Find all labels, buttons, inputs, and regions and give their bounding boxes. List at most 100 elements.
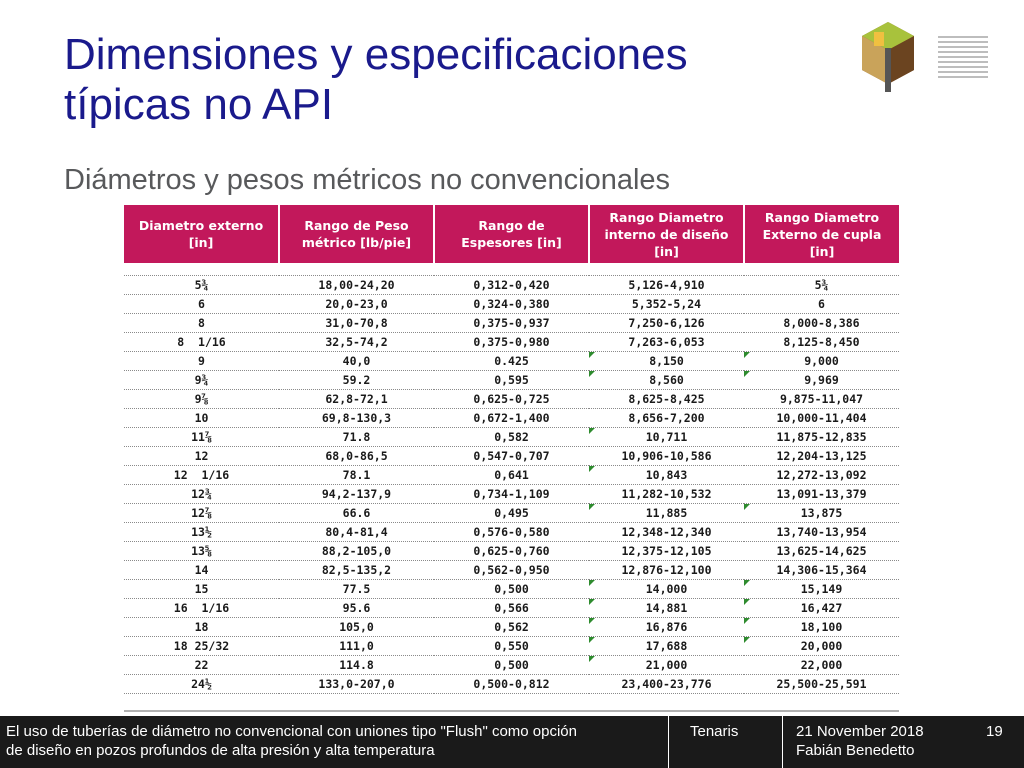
table-row: 8 31,0-70,8 0,375-0,937 7,250-6,126 8,000-8,… [124,313,899,333]
table-row: 18 25/32 111,0 0,550 17,688 20,000 [124,636,899,656]
coupling-diameter-cell: 8,125-8,450 [744,332,899,352]
coupling-diameter-cell: 8,000-8,386 [744,313,899,333]
inner-diameter-cell: 8,656-7,200 [589,408,744,428]
inner-diameter-cell: 8,560 [589,370,744,390]
inner-diameter-cell: 12,876-12,100 [589,560,744,580]
thickness-range-cell: 0,734-1,109 [434,484,589,504]
coupling-diameter-cell: 10,000-11,404 [744,408,899,428]
weight-range-cell: 114.8 [279,655,434,675]
table-row: 9⅞ 62,8-72,1 0,625-0,725 8,625-8,425 9,875-1… [124,389,899,409]
outer-diameter-cell: 13½ [124,522,279,542]
weight-range-cell: 69,8-130,3 [279,408,434,428]
weight-range-cell: 31,0-70,8 [279,313,434,333]
thickness-range-cell: 0,625-0,725 [434,389,589,409]
company-logo-icon [862,22,914,92]
table-row: 10 69,8-130,3 0,672-1,400 8,656-7,200 10,000… [124,408,899,428]
coupling-diameter-cell: 13,875 [744,503,899,523]
header-thickness-range: Rango de Espesores [in] [434,205,590,263]
table-row: 12⅞ 66.6 0,495 11,885 13,875 [124,503,899,523]
thickness-range-cell: 0,375-0,980 [434,332,589,352]
inner-diameter-cell: 7,263-6,053 [589,332,744,352]
specs-table: Diametro externo [in] Rango de Peso métric… [124,205,899,712]
thickness-range-cell: 0,562 [434,617,589,637]
outer-diameter-cell: 18 25/32 [124,636,279,656]
weight-range-cell: 68,0-86,5 [279,446,434,466]
table-row: 5¾ 18,00-24,20 0,312-0,420 5,126-4,910 5¾ [124,275,899,295]
inner-diameter-cell: 23,400-23,776 [589,674,744,694]
inner-diameter-cell: 21,000 [589,655,744,675]
table-row: 12 1/16 78.1 0,641 10,843 12,272-13,092 [124,465,899,485]
table-row: 16 1/16 95.6 0,566 14,881 16,427 [124,598,899,618]
table-row: 18 105,0 0,562 16,876 18,100 [124,617,899,637]
thickness-range-cell: 0,672-1,400 [434,408,589,428]
outer-diameter-cell: 24½ [124,674,279,694]
inner-diameter-cell: 14,000 [589,579,744,599]
slide-title-line-2: típicas no API [64,80,334,129]
outer-diameter-cell: 16 1/16 [124,598,279,618]
coupling-diameter-cell: 11,875-12,835 [744,427,899,447]
table-row: 22 114.8 0,500 21,000 22,000 [124,655,899,675]
outer-diameter-cell: 9⅞ [124,389,279,409]
inner-diameter-cell: 8,150 [589,351,744,371]
weight-range-cell: 77.5 [279,579,434,599]
inner-diameter-cell: 10,711 [589,427,744,447]
thickness-range-cell: 0,641 [434,465,589,485]
outer-diameter-cell: 8 [124,313,279,333]
outer-diameter-cell: 6 [124,294,279,314]
coupling-diameter-cell: 9,969 [744,370,899,390]
thickness-range-cell: 0,562-0,950 [434,560,589,580]
weight-range-cell: 94,2-137,9 [279,484,434,504]
thickness-range-cell: 0,312-0,420 [434,275,589,295]
table-spacer-row [124,263,899,276]
coupling-diameter-cell: 9,875-11,047 [744,389,899,409]
coupling-diameter-cell: 25,500-25,591 [744,674,899,694]
coupling-diameter-cell: 9,000 [744,351,899,371]
footer-description: El uso de tuberías de diámetro no conven… [6,723,577,759]
coupling-diameter-cell: 14,306-15,364 [744,560,899,580]
coupling-diameter-cell: 12,204-13,125 [744,446,899,466]
weight-range-cell: 111,0 [279,636,434,656]
table-row: 15 77.5 0,500 14,000 15,149 [124,579,899,599]
header-inner-diameter-range: Rango Diametro interno de diseño [in] [589,205,745,263]
weight-range-cell: 133,0-207,0 [279,674,434,694]
thickness-range-cell: 0.425 [434,351,589,371]
inner-diameter-cell: 10,843 [589,465,744,485]
table-row: 13½ 80,4-81,4 0,576-0,580 12,348-12,340 13,7… [124,522,899,542]
outer-diameter-cell: 9¾ [124,370,279,390]
weight-range-cell: 95.6 [279,598,434,618]
coupling-diameter-cell: 22,000 [744,655,899,675]
outer-diameter-cell: 12 1/16 [124,465,279,485]
table-row: 14 82,5-135,2 0,562-0,950 12,876-12,100 14,3… [124,560,899,580]
thickness-range-cell: 0,547-0,707 [434,446,589,466]
footer-date: 21 November 2018 [796,723,924,740]
weight-range-cell: 105,0 [279,617,434,637]
inner-diameter-cell: 12,375-12,105 [589,541,744,561]
outer-diameter-cell: 5¾ [124,275,279,295]
inner-diameter-cell: 7,250-6,126 [589,313,744,333]
thickness-range-cell: 0,576-0,580 [434,522,589,542]
coupling-diameter-cell: 18,100 [744,617,899,637]
coupling-diameter-cell: 5¾ [744,275,899,295]
weight-range-cell: 20,0-23,0 [279,294,434,314]
inner-diameter-cell: 11,885 [589,503,744,523]
footer-divider [668,716,669,768]
outer-diameter-cell: 8 1/16 [124,332,279,352]
thickness-range-cell: 0,566 [434,598,589,618]
inner-diameter-cell: 5,126-4,910 [589,275,744,295]
outer-diameter-cell: 10 [124,408,279,428]
table-row: 13⅝ 88,2-105,0 0,625-0,760 12,375-12,105 13,… [124,541,899,561]
footer-divider [782,716,783,768]
table-row: 9 40,0 0.425 8,150 9,000 [124,351,899,371]
table-header-row: Diametro externo [in] Rango de Peso métric… [124,205,899,263]
weight-range-cell: 82,5-135,2 [279,560,434,580]
thickness-range-cell: 0,500-0,812 [434,674,589,694]
coupling-diameter-cell: 13,740-13,954 [744,522,899,542]
table-end-row [124,693,899,712]
coupling-diameter-cell: 15,149 [744,579,899,599]
thickness-range-cell: 0,582 [434,427,589,447]
table-row: 8 1/16 32,5-74,2 0,375-0,980 7,263-6,053 8,1… [124,332,899,352]
table-row: 12¾ 94,2-137,9 0,734-1,109 11,282-10,532 13,… [124,484,899,504]
table-row: 24½ 133,0-207,0 0,500-0,812 23,400-23,776 25… [124,674,899,694]
table-row: 12 68,0-86,5 0,547-0,707 10,906-10,586 12,20… [124,446,899,466]
slide-subtitle: Diámetros y pesos métricos no convencion… [64,164,671,196]
